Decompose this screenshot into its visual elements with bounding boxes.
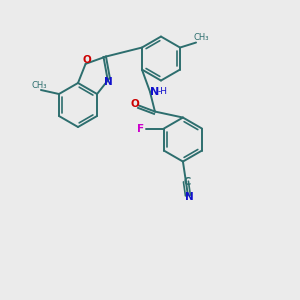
Text: CH₃: CH₃ <box>193 33 209 42</box>
Text: O: O <box>82 55 91 65</box>
Text: N: N <box>150 86 160 97</box>
Text: N: N <box>184 191 193 202</box>
Text: N: N <box>104 77 113 87</box>
Text: O: O <box>130 98 139 109</box>
Text: F: F <box>137 124 144 134</box>
Text: CH₃: CH₃ <box>31 80 47 89</box>
Text: -H: -H <box>158 87 168 96</box>
Text: C: C <box>183 176 190 187</box>
